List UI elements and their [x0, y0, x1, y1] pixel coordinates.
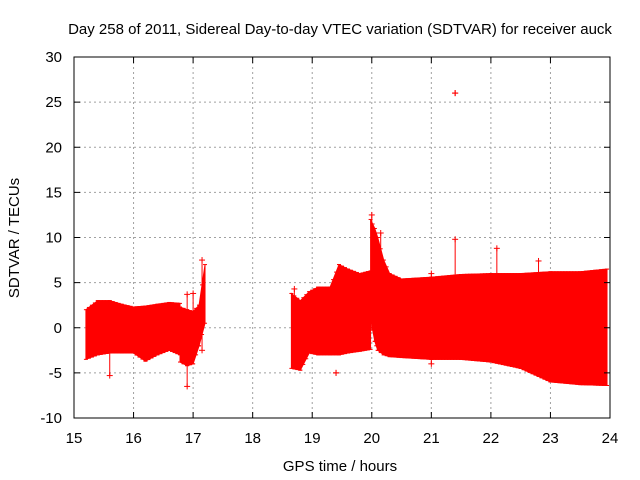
- x-tick-label: 17: [185, 430, 202, 447]
- x-tick-label: 18: [244, 430, 261, 447]
- x-tick-label: 21: [423, 430, 440, 447]
- x-axis-label: GPS time / hours: [283, 458, 397, 475]
- x-tick-label: 22: [483, 430, 500, 447]
- y-tick-label: 25: [45, 94, 62, 111]
- y-tick-labels: -10 -5 0 5 10 15 20 25 30: [40, 49, 62, 427]
- y-tick-label: 0: [54, 320, 62, 337]
- y-tick-label: -5: [49, 365, 62, 382]
- y-tick-label: 10: [45, 230, 62, 247]
- y-axis-label: SDTVAR / TECUs: [6, 178, 23, 298]
- y-tick-label: 20: [45, 139, 62, 156]
- data-band-segment-1: [85, 300, 181, 362]
- x-tick-label: 15: [66, 430, 83, 447]
- tick-marks: [73, 56, 611, 419]
- x-tick-labels: 15 16 17 18 19 20 21 22 23 24: [66, 430, 619, 447]
- x-tick-label: 24: [602, 430, 619, 447]
- x-tick-label: 19: [304, 430, 321, 447]
- y-tick-label: 15: [45, 184, 62, 201]
- y-tick-label: 5: [54, 275, 62, 292]
- data-band-segment-4: [370, 219, 608, 387]
- x-tick-label: 20: [363, 430, 380, 447]
- y-tick-label: -10: [40, 410, 62, 427]
- chart-title: Day 258 of 2011, Sidereal Day-to-day VTE…: [68, 21, 612, 38]
- y-tick-label: 30: [45, 49, 62, 66]
- data-series: [83, 90, 610, 390]
- x-tick-label: 16: [125, 430, 142, 447]
- x-tick-label: 23: [542, 430, 559, 447]
